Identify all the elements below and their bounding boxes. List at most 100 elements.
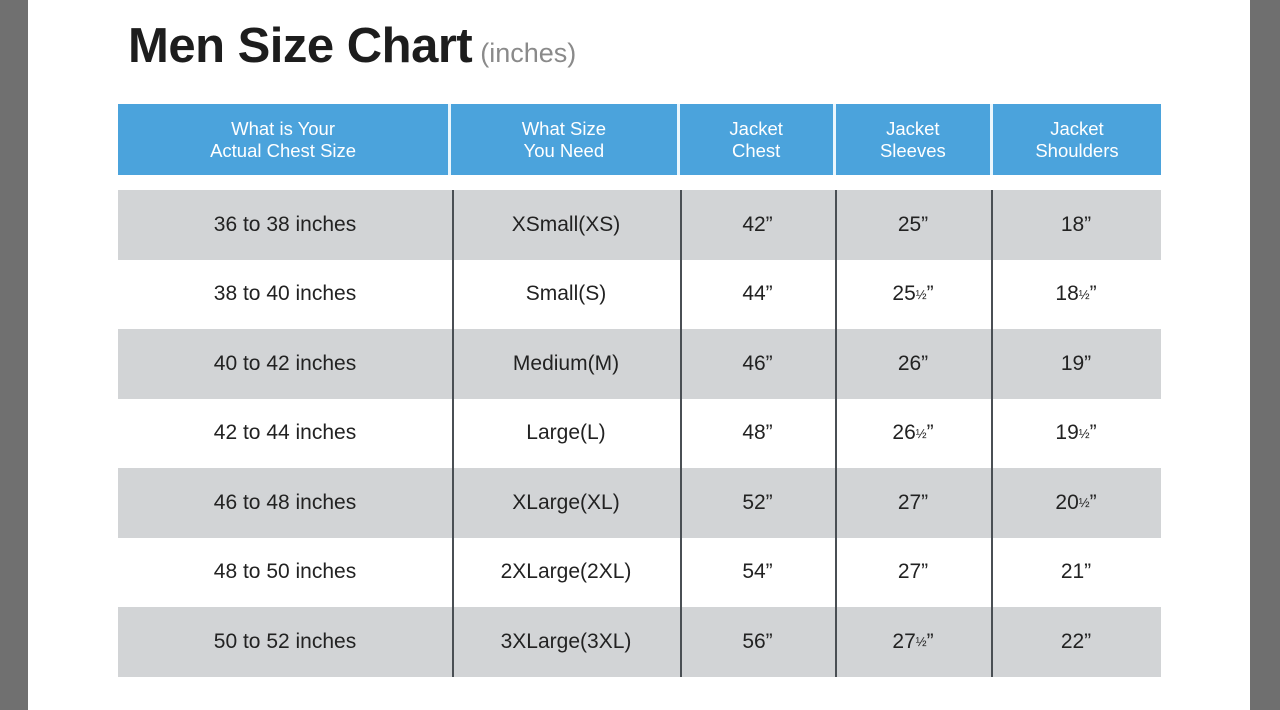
cell-jacket-shoulders: 22” [991, 607, 1161, 677]
value-unit: ” [1089, 282, 1097, 306]
column-header-line1: Jacket [886, 117, 940, 139]
value-fraction: ½ [1078, 425, 1090, 441]
value-fraction: ½ [915, 286, 927, 302]
value-whole: 25 [892, 282, 916, 306]
cell-actual-chest-size: 40 to 42 inches [213, 351, 357, 375]
cell-size-you-need: Medium(M) [452, 329, 680, 399]
table-row: 36 to 38 inches XSmall(XS) 42” 25” 18” [118, 190, 1161, 260]
column-header-line1: What Size [521, 117, 606, 139]
column-header-actual-chest-size: What is Your Actual Chest Size [118, 104, 449, 175]
cell-jacket-sleeves: 27 ½” [835, 607, 991, 677]
cell-jacket-chest: 52” [680, 468, 835, 538]
value-unit: ” [921, 490, 929, 514]
page-title-main: Men Size Chart [128, 19, 473, 73]
value-whole: 18 [1060, 212, 1085, 236]
cell-jacket-chest: 56” [680, 607, 835, 677]
cell-size-you-need: 2XLarge(2XL) [452, 537, 680, 608]
column-header-line2: You Need [523, 139, 605, 161]
value-whole: 18 [1055, 282, 1079, 306]
page-title-units: (inches) [480, 38, 577, 68]
page-title: Men Size Chart (inches) [128, 18, 576, 74]
table-body: 36 to 38 inches XSmall(XS) 42” 25” 18” 38 to … [118, 190, 1161, 677]
cell-jacket-chest: 44” [680, 259, 835, 330]
value-unit: ” [1089, 490, 1097, 514]
value-unit: ” [921, 560, 929, 584]
cell-actual-chest-size: 46 to 48 inches [213, 490, 357, 514]
value-whole: 27 [897, 490, 922, 514]
table-header-row: What is Your Actual Chest Size What Size Yo… [118, 104, 1161, 175]
cell-jacket-shoulders: 21” [991, 537, 1161, 608]
cell-jacket-sleeves: 27” [835, 468, 991, 538]
value-unit: ” [926, 629, 934, 653]
cell-jacket-chest: 54” [680, 537, 835, 608]
value-fraction: ½ [1078, 286, 1090, 302]
value-whole: 26 [897, 351, 922, 375]
table-row: 40 to 42 inches Medium(M) 46” 26” 19” [118, 329, 1161, 399]
letterbox-bar-right [1250, 0, 1280, 710]
letterbox-bar-left [0, 0, 28, 710]
cell-size-you-need: Large(L) [452, 398, 680, 469]
value-unit: ” [921, 212, 929, 236]
column-header-size-you-need: What Size You Need [451, 104, 677, 175]
cell-jacket-sleeves: 26” [835, 329, 991, 399]
cell-size-you-need: Small(S) [452, 259, 680, 330]
value-whole: 20 [1055, 490, 1079, 514]
value-whole: 27 [897, 560, 922, 584]
column-header-jacket-chest: Jacket Chest [679, 104, 833, 175]
column-header-line2: Actual Chest Size [210, 139, 357, 161]
cell-jacket-sleeves: 25 ½” [835, 259, 991, 330]
cell-actual-chest-size: 42 to 44 inches [213, 421, 357, 445]
value-fraction: ½ [915, 634, 927, 650]
cell-jacket-sleeves: 26 ½” [835, 398, 991, 469]
table-row: 42 to 44 inches Large(L) 48” 26 ½” 19 ½” [118, 398, 1161, 469]
cell-actual-chest-size: 50 to 52 inches [213, 629, 357, 653]
cell-actual-chest-size: 48 to 50 inches [213, 560, 357, 584]
value-whole: 22 [1060, 629, 1085, 653]
cell-actual-chest-size: 38 to 40 inches [213, 282, 357, 306]
cell-jacket-sleeves: 27” [835, 537, 991, 608]
cell-jacket-sleeves: 25” [835, 190, 991, 260]
cell-jacket-chest: 48” [680, 398, 835, 469]
size-chart-table: What is Your Actual Chest Size What Size Yo… [118, 104, 1161, 677]
value-unit: ” [926, 421, 934, 445]
column-header-jacket-sleeves: Jacket Sleeves [835, 104, 990, 175]
value-whole: 27 [892, 629, 916, 653]
column-header-line1: Jacket [729, 117, 783, 139]
value-unit: ” [1084, 560, 1092, 584]
cell-jacket-chest: 42” [680, 190, 835, 260]
value-unit: ” [1084, 629, 1092, 653]
value-unit: ” [926, 282, 934, 306]
column-header-line2: Shoulders [1035, 139, 1119, 161]
value-unit: ” [1084, 351, 1092, 375]
value-fraction: ½ [1078, 495, 1090, 511]
column-header-jacket-shoulders: Jacket Shoulders [992, 104, 1161, 175]
value-unit: ” [921, 351, 929, 375]
table-row: 38 to 40 inches Small(S) 44” 25 ½” 18 ½” [118, 259, 1161, 330]
cell-jacket-chest: 46” [680, 329, 835, 399]
cell-actual-chest-size: 36 to 38 inches [213, 212, 357, 236]
value-whole: 25 [897, 212, 922, 236]
value-fraction: ½ [915, 425, 927, 441]
value-unit: ” [1089, 421, 1097, 445]
value-whole: 19 [1060, 351, 1085, 375]
table-row: 48 to 50 inches 2XLarge(2XL) 54” 27” 21” [118, 537, 1161, 608]
cell-size-you-need: XSmall(XS) [452, 190, 680, 260]
cell-jacket-shoulders: 18” [991, 190, 1161, 260]
column-header-line2: Chest [731, 139, 781, 161]
column-header-line2: Sleeves [879, 139, 946, 161]
cell-jacket-shoulders: 19 ½” [991, 398, 1161, 469]
cell-size-you-need: XLarge(XL) [452, 468, 680, 538]
cell-size-you-need: 3XLarge(3XL) [452, 607, 680, 677]
cell-jacket-shoulders: 19” [991, 329, 1161, 399]
table-row: 46 to 48 inches XLarge(XL) 52” 27” 20 ½” [118, 468, 1161, 538]
value-whole: 19 [1055, 421, 1079, 445]
cell-jacket-shoulders: 20 ½” [991, 468, 1161, 538]
chart-page: Men Size Chart (inches) What is Your Actua… [28, 0, 1250, 710]
column-header-line1: What is Your [231, 117, 336, 139]
table-row: 50 to 52 inches 3XLarge(3XL) 56” 27 ½” 22” [118, 607, 1161, 677]
column-header-line1: Jacket [1050, 117, 1104, 139]
value-unit: ” [1084, 212, 1092, 236]
value-whole: 26 [892, 421, 916, 445]
cell-jacket-shoulders: 18 ½” [991, 259, 1161, 330]
